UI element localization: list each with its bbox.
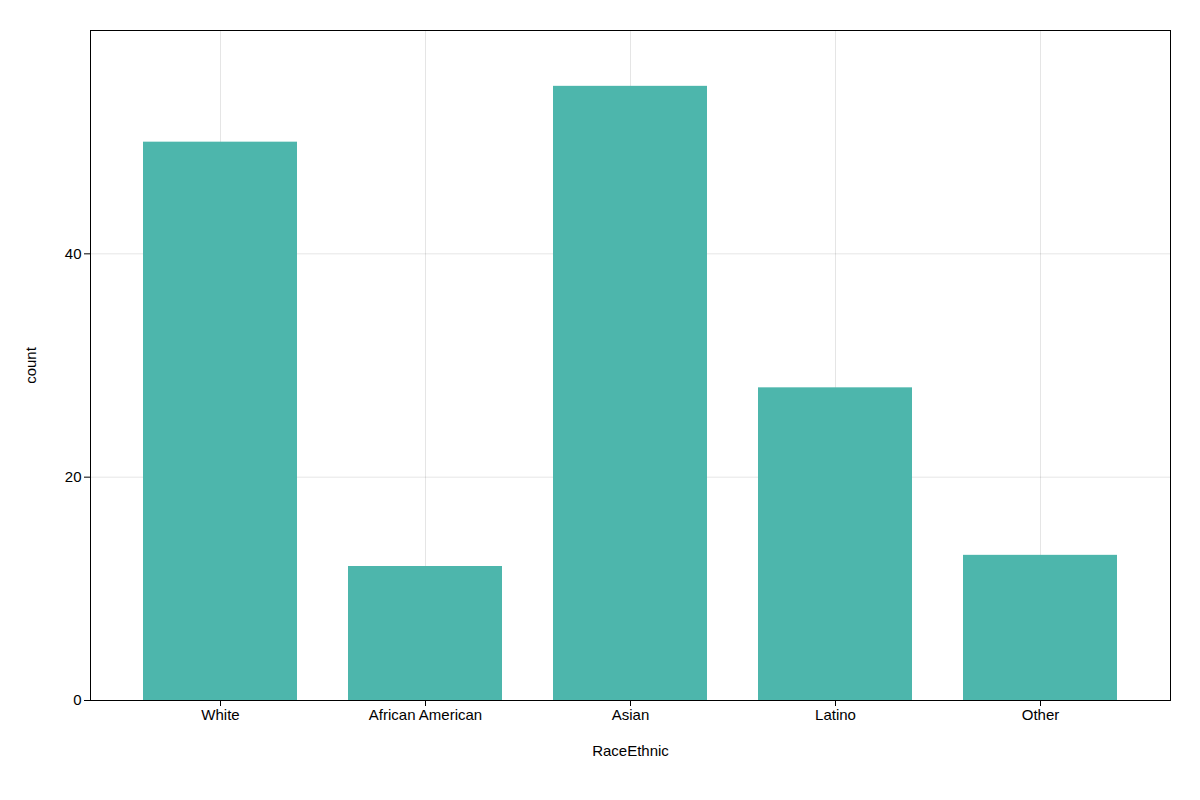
svg-text:40: 40 (65, 245, 82, 262)
svg-text:Asian: Asian (612, 706, 650, 723)
svg-text:African American: African American (369, 706, 482, 723)
svg-text:Other: Other (1022, 706, 1060, 723)
svg-text:Latino: Latino (815, 706, 856, 723)
svg-text:20: 20 (65, 468, 82, 485)
svg-text:White: White (201, 706, 239, 723)
svg-text:count: count (22, 346, 39, 384)
svg-text:0: 0 (73, 691, 81, 708)
svg-text:RaceEthnic: RaceEthnic (592, 742, 669, 759)
